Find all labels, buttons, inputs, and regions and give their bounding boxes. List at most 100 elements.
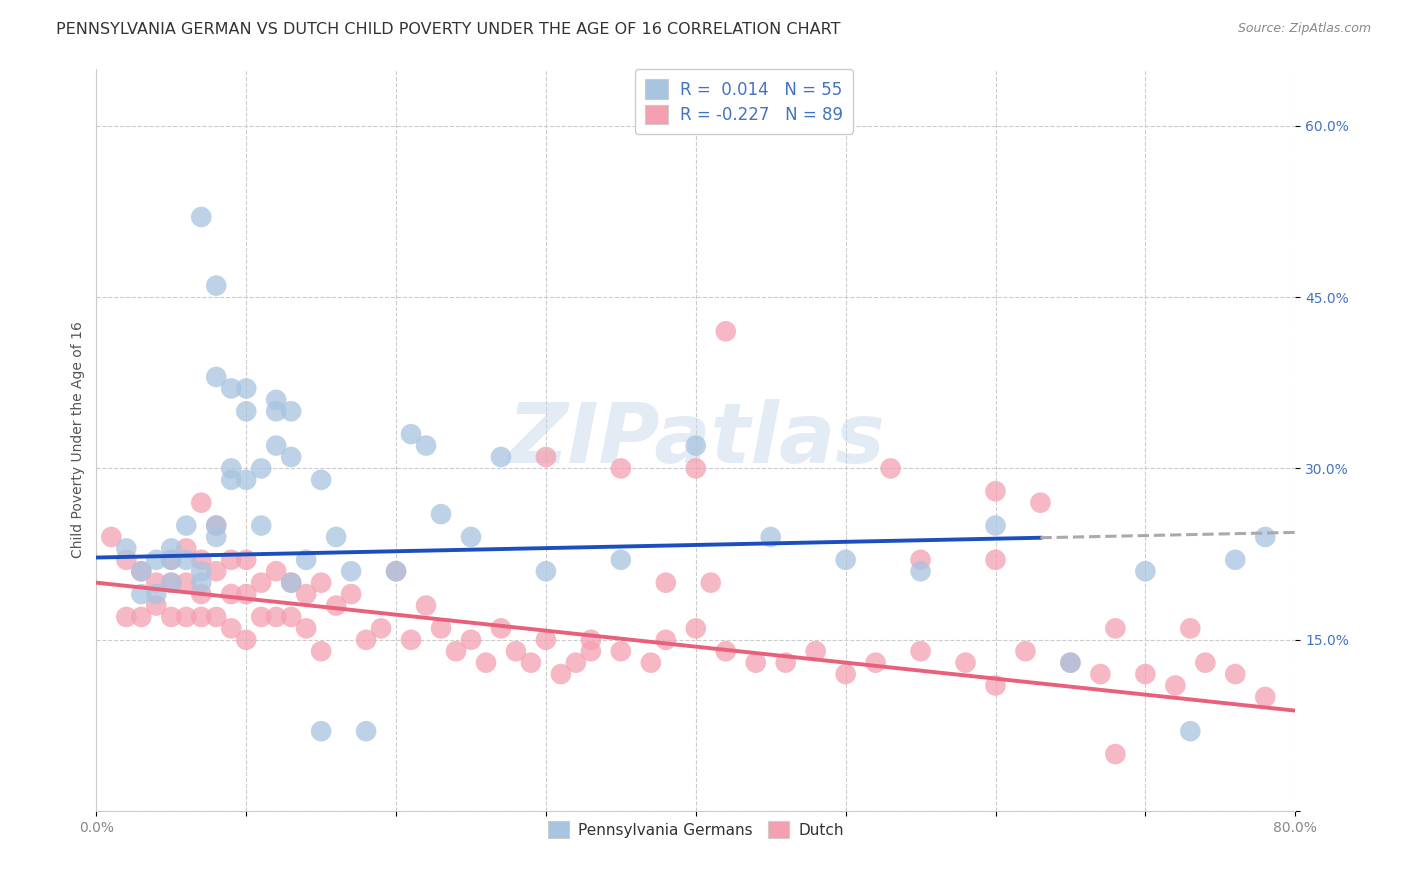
Point <box>385 564 408 578</box>
Point <box>131 564 153 578</box>
Point <box>415 439 437 453</box>
Point <box>115 541 138 556</box>
Point <box>235 381 257 395</box>
Point <box>1180 724 1202 739</box>
Point <box>219 381 242 395</box>
Point <box>219 587 242 601</box>
Point <box>190 587 212 601</box>
Point <box>131 564 153 578</box>
Point <box>264 404 287 418</box>
Point <box>205 610 228 624</box>
Legend: Pennsylvania Germans, Dutch: Pennsylvania Germans, Dutch <box>541 814 851 845</box>
Point <box>879 461 901 475</box>
Point <box>370 621 392 635</box>
Point <box>565 656 588 670</box>
Point <box>115 610 138 624</box>
Point <box>489 450 512 464</box>
Point <box>804 644 827 658</box>
Point <box>865 656 887 670</box>
Point <box>190 553 212 567</box>
Point <box>714 644 737 658</box>
Point <box>534 632 557 647</box>
Point <box>325 599 347 613</box>
Point <box>550 667 572 681</box>
Point <box>160 575 183 590</box>
Point <box>174 541 197 556</box>
Point <box>1225 667 1247 681</box>
Point <box>205 518 228 533</box>
Point <box>340 564 363 578</box>
Point <box>984 484 1007 499</box>
Point <box>1180 621 1202 635</box>
Point <box>280 575 302 590</box>
Point <box>295 621 318 635</box>
Point <box>460 530 482 544</box>
Point <box>430 621 453 635</box>
Point <box>354 632 377 647</box>
Point <box>264 439 287 453</box>
Point <box>325 530 347 544</box>
Point <box>399 427 422 442</box>
Point <box>235 632 257 647</box>
Point <box>190 610 212 624</box>
Point <box>834 553 856 567</box>
Point <box>160 553 183 567</box>
Point <box>295 587 318 601</box>
Point <box>1164 678 1187 692</box>
Point <box>579 632 602 647</box>
Point <box>655 632 678 647</box>
Point <box>489 621 512 635</box>
Point <box>145 599 167 613</box>
Text: PENNSYLVANIA GERMAN VS DUTCH CHILD POVERTY UNDER THE AGE OF 16 CORRELATION CHART: PENNSYLVANIA GERMAN VS DUTCH CHILD POVER… <box>56 22 841 37</box>
Point <box>685 621 707 635</box>
Point <box>610 461 633 475</box>
Point <box>100 530 122 544</box>
Point <box>145 587 167 601</box>
Point <box>1014 644 1036 658</box>
Point <box>685 461 707 475</box>
Point <box>205 278 228 293</box>
Point <box>579 644 602 658</box>
Point <box>264 564 287 578</box>
Point <box>160 553 183 567</box>
Point <box>174 518 197 533</box>
Point <box>205 518 228 533</box>
Point <box>700 575 723 590</box>
Point <box>354 724 377 739</box>
Point <box>309 473 332 487</box>
Point <box>235 473 257 487</box>
Point <box>280 610 302 624</box>
Point <box>910 553 932 567</box>
Point <box>205 564 228 578</box>
Point <box>640 656 662 670</box>
Point <box>250 461 273 475</box>
Point <box>190 496 212 510</box>
Point <box>505 644 527 658</box>
Point <box>219 621 242 635</box>
Point <box>190 210 212 224</box>
Point <box>1029 496 1052 510</box>
Point <box>145 575 167 590</box>
Point <box>250 610 273 624</box>
Point <box>1059 656 1081 670</box>
Point <box>131 610 153 624</box>
Point <box>415 599 437 613</box>
Point <box>520 656 543 670</box>
Point <box>430 507 453 521</box>
Point <box>235 404 257 418</box>
Point <box>160 541 183 556</box>
Point <box>160 610 183 624</box>
Point <box>174 553 197 567</box>
Point <box>1104 621 1126 635</box>
Point <box>475 656 498 670</box>
Point <box>1059 656 1081 670</box>
Point <box>250 575 273 590</box>
Point <box>190 564 212 578</box>
Point <box>340 587 363 601</box>
Point <box>759 530 782 544</box>
Point <box>745 656 768 670</box>
Point <box>145 553 167 567</box>
Text: ZIPatlas: ZIPatlas <box>506 400 884 481</box>
Point <box>219 461 242 475</box>
Point <box>1254 690 1277 704</box>
